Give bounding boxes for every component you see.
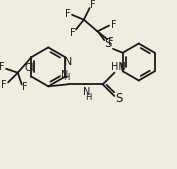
Text: F: F [90,0,95,10]
Text: S: S [116,92,123,105]
Text: F: F [1,80,7,90]
Text: F: F [65,9,71,19]
Text: HN: HN [111,62,126,72]
Text: N: N [61,70,68,80]
Text: F: F [0,62,5,72]
Text: F: F [108,37,114,47]
Text: S: S [104,37,112,50]
Text: N: N [64,57,72,67]
Text: F: F [111,20,117,30]
Text: F: F [70,28,76,38]
Text: H: H [64,73,70,82]
Text: F: F [22,82,27,92]
Text: H: H [85,92,91,102]
Text: N: N [82,87,90,97]
Text: Cl: Cl [25,63,34,73]
